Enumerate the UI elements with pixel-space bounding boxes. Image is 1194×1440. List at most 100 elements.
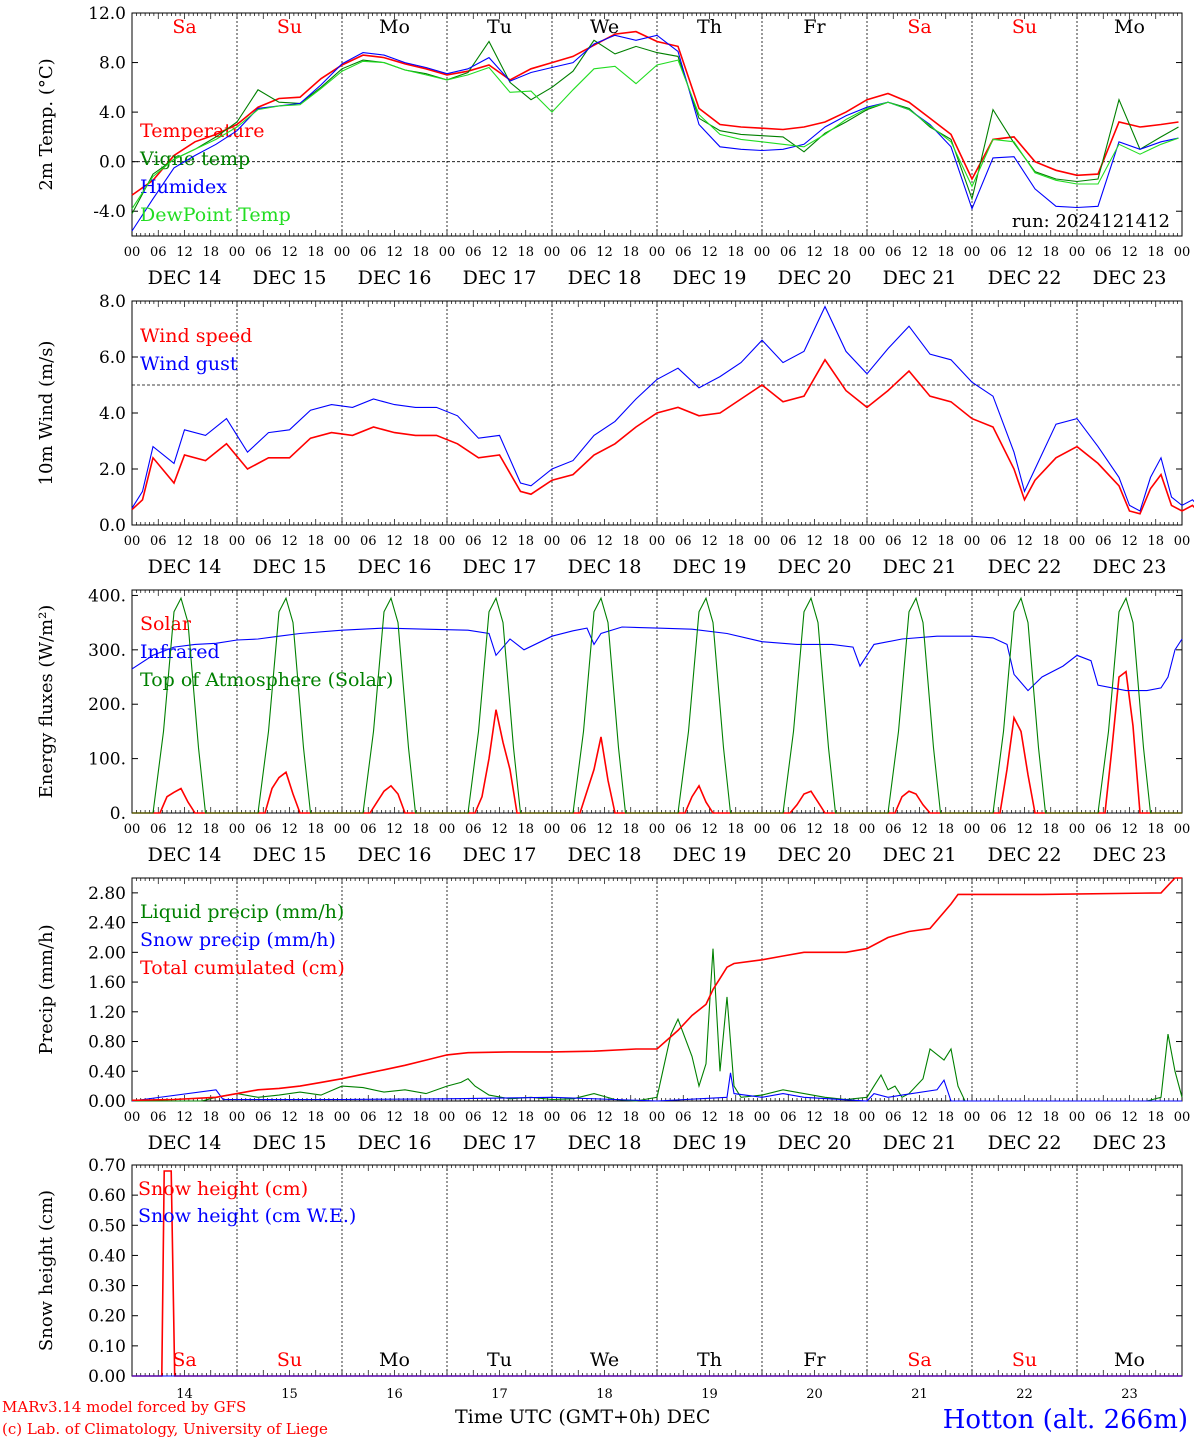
date-label: DEC 18 <box>568 267 642 289</box>
hour-label: 00 <box>229 1110 246 1125</box>
hour-label: 00 <box>1174 534 1191 549</box>
hour-label: 12 <box>176 245 193 260</box>
hour-label: 00 <box>229 534 246 549</box>
hour-label: 18 <box>307 822 324 837</box>
y-tick-label: 4.0 <box>99 404 126 424</box>
hour-label: 18 <box>412 534 429 549</box>
day-number-label: 21 <box>911 1387 928 1402</box>
hour-label: 18 <box>202 1110 219 1125</box>
hour-label: 18 <box>1042 245 1059 260</box>
hour-label: 06 <box>780 1110 797 1125</box>
y-tick-label: 0.0 <box>99 516 126 536</box>
series-snow-precip-mm-h- <box>131 1072 1182 1102</box>
hour-label: 00 <box>334 534 351 549</box>
hour-label: 06 <box>255 245 272 260</box>
date-label: DEC 16 <box>358 844 432 866</box>
hour-label: 18 <box>937 822 954 837</box>
hour-label: 06 <box>150 245 167 260</box>
hour-label: 12 <box>1121 822 1138 837</box>
hour-label: 12 <box>806 1110 823 1125</box>
y-tick-label: 0.40 <box>88 1062 126 1082</box>
hour-label: 12 <box>806 534 823 549</box>
hour-label: 06 <box>150 1110 167 1125</box>
y-tick-label: 12.0 <box>88 4 126 24</box>
y-tick-label: 100. <box>88 750 126 770</box>
hour-label: 18 <box>1147 1110 1164 1125</box>
hour-label: 06 <box>675 534 692 549</box>
y-tick-label: 8.0 <box>99 54 126 74</box>
hour-label: 06 <box>990 245 1007 260</box>
day-number-label: 14 <box>176 1387 193 1402</box>
hour-label: 06 <box>150 822 167 837</box>
hour-label: 12 <box>386 245 403 260</box>
date-label: DEC 14 <box>148 267 222 289</box>
hour-label: 18 <box>517 1110 534 1125</box>
hour-label: 18 <box>832 822 849 837</box>
y-tick-label: 6.0 <box>99 348 126 368</box>
hour-label: 00 <box>859 245 876 260</box>
hour-label: 06 <box>1095 1110 1112 1125</box>
hour-label: 00 <box>229 822 246 837</box>
hour-label: 12 <box>701 534 718 549</box>
hour-label: 06 <box>465 245 482 260</box>
hour-label: 18 <box>517 245 534 260</box>
y-tick-label: 300. <box>88 641 126 661</box>
hour-label: 12 <box>491 534 508 549</box>
hour-label: 06 <box>570 822 587 837</box>
hour-label: 12 <box>491 1110 508 1125</box>
hour-label: 12 <box>701 822 718 837</box>
hour-label: 00 <box>754 822 771 837</box>
day-of-week-label: Fr <box>803 16 826 38</box>
y-axis-label: Precip (mm/h) <box>36 924 57 1054</box>
hour-label: 12 <box>176 1110 193 1125</box>
legend-entry: Snow height (cm W.E.) <box>138 1205 356 1227</box>
hour-label: 12 <box>1121 245 1138 260</box>
run-annotation: run: 2024121412 <box>1012 211 1170 232</box>
hour-label: 18 <box>832 1110 849 1125</box>
hour-label: 18 <box>1042 822 1059 837</box>
hour-label: 18 <box>202 245 219 260</box>
day-of-week-label: Sa <box>907 16 931 38</box>
day-of-week-label: Mo <box>379 16 410 38</box>
hour-label: 18 <box>202 534 219 549</box>
hour-label: 00 <box>1069 822 1086 837</box>
lab-credit: (c) Lab. of Climatology, University of L… <box>2 1420 328 1438</box>
date-label: DEC 21 <box>883 844 957 866</box>
station-name: Hotton (alt. 266m) <box>943 1405 1188 1435</box>
hour-label: 12 <box>281 534 298 549</box>
legend-entry: Total cumulated (cm) <box>140 957 345 979</box>
legend-entry: Humidex <box>140 176 227 198</box>
y-axis-label: 10m Wind (m/s) <box>36 341 57 486</box>
date-label: DEC 19 <box>673 1132 747 1154</box>
hour-label: 00 <box>1174 822 1191 837</box>
hour-label: 18 <box>1042 1110 1059 1125</box>
y-tick-label: 0.20 <box>88 1307 126 1327</box>
day-number-label: 18 <box>596 1387 613 1402</box>
date-label: DEC 22 <box>988 1132 1062 1154</box>
date-label: DEC 19 <box>673 844 747 866</box>
hour-label: 00 <box>439 534 456 549</box>
hour-label: 00 <box>544 1110 561 1125</box>
series-solar <box>132 670 1182 814</box>
hour-label: 12 <box>596 1110 613 1125</box>
hour-label: 00 <box>649 822 666 837</box>
hour-label: 12 <box>806 822 823 837</box>
day-number-label: 23 <box>1121 1387 1138 1402</box>
hour-label: 18 <box>1147 822 1164 837</box>
hour-label: 06 <box>885 245 902 260</box>
hour-label: 06 <box>675 245 692 260</box>
hour-label: 06 <box>360 534 377 549</box>
hour-label: 06 <box>360 245 377 260</box>
date-label: DEC 19 <box>673 267 747 289</box>
hour-label: 06 <box>465 822 482 837</box>
date-label: DEC 17 <box>463 556 537 578</box>
hour-label: 18 <box>412 1110 429 1125</box>
date-label: DEC 18 <box>568 844 642 866</box>
series-humidex <box>131 34 1179 232</box>
hour-label: 00 <box>649 1110 666 1125</box>
day-number-label: 22 <box>1016 1387 1033 1402</box>
hour-label: 12 <box>701 1110 718 1125</box>
panel-5: 0.00 0.10 0.20 0.30 0.40 0.50 0.60 0.70 Snow hei… <box>36 1156 1183 1402</box>
hour-label: 06 <box>780 822 797 837</box>
y-tick-label: 0.50 <box>88 1216 126 1236</box>
